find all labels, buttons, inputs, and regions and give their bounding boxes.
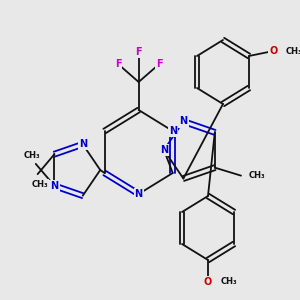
Text: CH₃: CH₃ [220,278,237,286]
Text: O: O [204,277,212,287]
Text: N: N [50,181,59,191]
Text: CH₃: CH₃ [24,152,40,160]
Text: F: F [115,59,122,69]
Text: CH₃: CH₃ [248,171,265,180]
Text: N: N [135,189,143,199]
Text: N: N [169,126,177,136]
Text: F: F [135,47,142,57]
Text: CH₃: CH₃ [286,46,300,56]
Text: F: F [156,59,163,69]
Text: N: N [179,116,188,127]
Text: N: N [79,139,87,149]
Text: N: N [160,145,168,155]
Text: CH₃: CH₃ [31,180,48,189]
Text: O: O [269,46,278,56]
